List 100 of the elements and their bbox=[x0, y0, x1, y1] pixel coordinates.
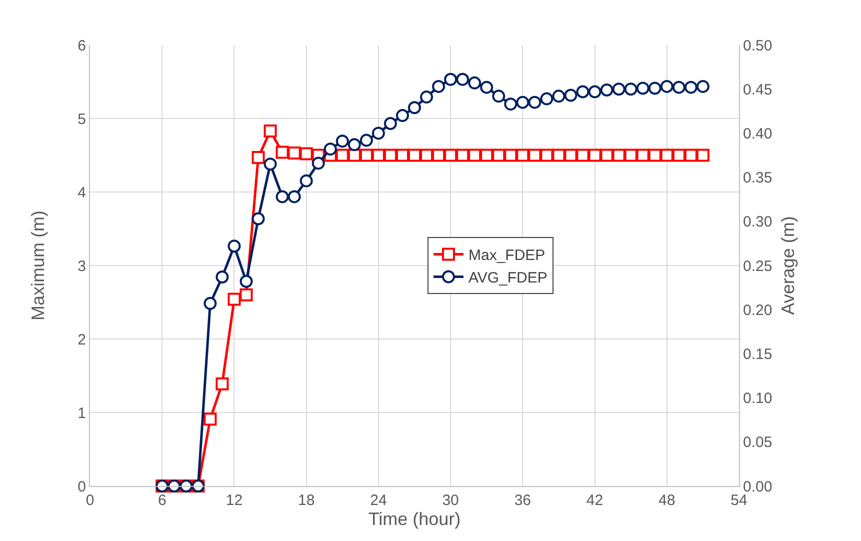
point bbox=[660, 148, 674, 162]
y2-tick-label: 0.40 bbox=[743, 125, 772, 142]
point bbox=[240, 274, 253, 288]
point bbox=[624, 82, 638, 96]
point bbox=[336, 134, 349, 148]
point bbox=[600, 148, 614, 162]
point bbox=[576, 148, 590, 162]
point bbox=[240, 288, 253, 302]
point bbox=[252, 212, 265, 226]
point bbox=[300, 147, 313, 160]
y-tick-label: 3 bbox=[78, 258, 86, 275]
point bbox=[444, 148, 458, 162]
point bbox=[216, 270, 229, 284]
point bbox=[600, 83, 614, 96]
point bbox=[648, 148, 662, 162]
point bbox=[384, 117, 397, 130]
point bbox=[504, 148, 518, 162]
x-tick-label: 12 bbox=[226, 492, 243, 509]
point bbox=[204, 296, 217, 310]
y2-tick-label: 0.45 bbox=[743, 81, 772, 98]
y2-tick-label: 0.30 bbox=[743, 214, 772, 231]
legend-label: Max_FDEP bbox=[468, 247, 546, 264]
y2-tick-label: 0.20 bbox=[743, 302, 772, 319]
x-tick-label: 42 bbox=[586, 492, 604, 509]
point bbox=[288, 190, 301, 204]
point bbox=[456, 148, 470, 162]
point bbox=[264, 158, 277, 171]
point bbox=[540, 92, 554, 106]
point bbox=[504, 98, 518, 111]
y2-tick-label: 0.15 bbox=[743, 346, 772, 363]
x-tick-label: 18 bbox=[298, 492, 315, 509]
point bbox=[492, 90, 506, 103]
point bbox=[528, 96, 542, 109]
point bbox=[360, 148, 373, 162]
point bbox=[336, 148, 349, 162]
point bbox=[636, 148, 650, 162]
point bbox=[300, 174, 313, 188]
point bbox=[432, 148, 446, 162]
point bbox=[588, 85, 602, 98]
point bbox=[420, 148, 434, 162]
point bbox=[576, 85, 590, 98]
point bbox=[624, 148, 638, 162]
legend-label: AVG_FDEP bbox=[468, 270, 548, 287]
point bbox=[408, 148, 421, 162]
point bbox=[216, 377, 229, 390]
y-tick-label: 2 bbox=[78, 331, 86, 348]
x-tick-label: 24 bbox=[370, 492, 387, 509]
y-tick-label: 6 bbox=[78, 37, 86, 54]
y2-tick-label: 0.10 bbox=[743, 390, 772, 408]
point bbox=[684, 80, 698, 94]
point bbox=[660, 80, 674, 93]
point bbox=[276, 190, 289, 204]
y2-tick-label: 0.50 bbox=[743, 37, 772, 54]
point bbox=[684, 148, 698, 162]
point bbox=[516, 96, 530, 109]
point bbox=[264, 124, 277, 138]
y-tick-label: 4 bbox=[78, 184, 86, 202]
x-tick-label: 48 bbox=[658, 492, 676, 509]
y-axis-title: Maximum (m) bbox=[28, 210, 48, 320]
x-tick-label: 36 bbox=[514, 492, 532, 509]
point bbox=[636, 82, 650, 95]
point bbox=[492, 148, 506, 162]
point bbox=[312, 156, 325, 170]
point bbox=[588, 148, 602, 162]
point bbox=[564, 148, 578, 162]
point bbox=[456, 72, 470, 86]
point bbox=[288, 146, 301, 160]
point bbox=[228, 292, 241, 306]
point bbox=[564, 88, 578, 102]
point bbox=[672, 80, 686, 94]
point bbox=[516, 148, 530, 162]
point bbox=[420, 90, 434, 104]
point bbox=[468, 148, 482, 162]
y2-tick-label: 0.05 bbox=[743, 434, 772, 452]
point bbox=[408, 101, 421, 114]
point bbox=[372, 148, 385, 162]
y2-tick-label: 0.35 bbox=[743, 170, 772, 187]
point bbox=[396, 109, 409, 122]
point bbox=[348, 138, 361, 152]
point bbox=[204, 412, 217, 426]
point bbox=[432, 80, 446, 93]
point bbox=[528, 148, 542, 162]
point bbox=[396, 148, 409, 162]
x-tick-label: 30 bbox=[442, 492, 459, 509]
point bbox=[612, 82, 626, 96]
point bbox=[612, 148, 626, 162]
point bbox=[252, 150, 265, 164]
point bbox=[696, 148, 710, 162]
y-tick-label: 1 bbox=[78, 404, 86, 422]
x-tick-label: 6 bbox=[158, 492, 166, 509]
point bbox=[540, 148, 554, 162]
point bbox=[444, 72, 458, 86]
point bbox=[384, 148, 397, 162]
point bbox=[552, 148, 566, 162]
point bbox=[648, 82, 662, 95]
point bbox=[276, 146, 289, 159]
point bbox=[696, 80, 710, 93]
point bbox=[480, 148, 494, 162]
point bbox=[480, 80, 494, 94]
point bbox=[672, 148, 686, 162]
